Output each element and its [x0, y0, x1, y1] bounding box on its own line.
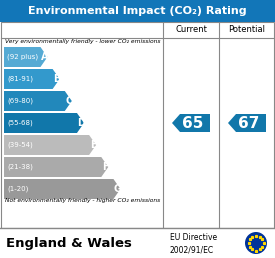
Text: Current: Current — [175, 26, 207, 35]
Text: (39-54): (39-54) — [7, 142, 33, 148]
Polygon shape — [4, 69, 60, 89]
Text: C: C — [66, 96, 73, 106]
Text: (1-20): (1-20) — [7, 186, 28, 192]
Polygon shape — [4, 47, 48, 67]
Bar — [1, 22, 274, 228]
Text: G: G — [114, 184, 122, 194]
Text: Very environmentally friendly - lower CO₂ emissions: Very environmentally friendly - lower CO… — [5, 39, 161, 44]
Bar — [0, 0, 275, 22]
Polygon shape — [228, 114, 266, 132]
Text: Potential: Potential — [229, 26, 265, 35]
Polygon shape — [4, 157, 108, 177]
Text: (55-68): (55-68) — [7, 120, 33, 126]
Text: (69-80): (69-80) — [7, 98, 33, 104]
Text: 2002/91/EC: 2002/91/EC — [170, 245, 214, 254]
Text: F: F — [103, 162, 109, 172]
Text: Not environmentally friendly - higher CO₂ emissions: Not environmentally friendly - higher CO… — [5, 198, 160, 203]
Polygon shape — [4, 113, 84, 133]
Polygon shape — [172, 114, 210, 132]
Polygon shape — [4, 135, 96, 155]
Text: B: B — [53, 74, 61, 84]
Text: D: D — [78, 118, 86, 128]
Text: E: E — [90, 140, 97, 150]
Circle shape — [245, 232, 267, 254]
Text: EU Directive: EU Directive — [170, 232, 217, 241]
Bar — [0, 228, 275, 258]
Text: (21-38): (21-38) — [7, 164, 33, 170]
Polygon shape — [4, 91, 72, 111]
Text: England & Wales: England & Wales — [6, 237, 132, 249]
Text: 67: 67 — [238, 116, 260, 131]
Text: (92 plus): (92 plus) — [7, 54, 38, 60]
Text: (81-91): (81-91) — [7, 76, 33, 82]
Text: A: A — [41, 52, 49, 62]
Polygon shape — [4, 179, 120, 199]
Text: Environmental Impact (CO₂) Rating: Environmental Impact (CO₂) Rating — [28, 6, 247, 16]
Text: 65: 65 — [182, 116, 204, 131]
